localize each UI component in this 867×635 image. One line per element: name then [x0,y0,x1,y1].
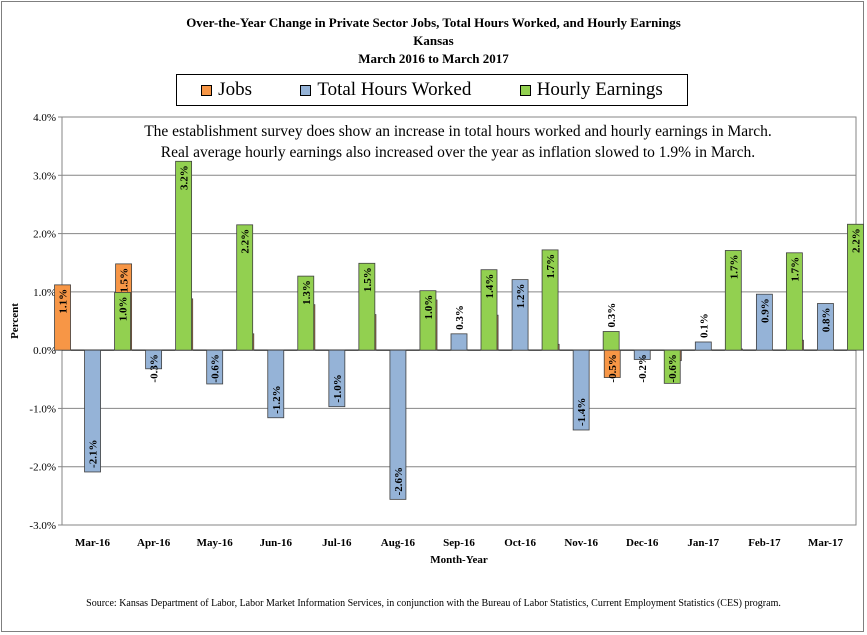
data-label: -0.6% [667,354,679,382]
bar-1-8 [572,349,590,431]
legend-swatch-earnings [519,84,531,96]
data-label: 1.5% [362,267,374,292]
bar-2-6 [480,269,498,351]
data-label: -2.6% [393,467,405,495]
chart-subtitle-period: March 2016 to March 2017 [358,51,509,66]
bar-2-11 [785,252,803,351]
bar-2-12 [847,223,864,351]
annotation-line-2: Real average hourly earnings also increa… [160,144,756,161]
data-label: -2.1% [88,440,100,468]
x-tick-label: Jan-17 [687,537,719,549]
data-label: 0.8% [820,308,832,333]
legend-label-jobs: Jobs [218,79,252,100]
bar-2-5 [419,290,437,351]
data-label: 1.1% [58,289,70,314]
bar-2-4 [358,262,376,351]
y-tick-label: 3.0% [33,170,56,182]
x-tick-label: Sep-16 [443,537,475,549]
y-tick-label: -3.0% [29,520,56,532]
bar-2-3 [297,275,315,351]
x-tick-label: May-16 [197,537,234,549]
data-label: -1.0% [332,374,344,402]
data-label: -1.4% [576,398,588,426]
y-tick-label: 1.0% [33,287,56,299]
data-label: 2.2% [850,228,862,253]
legend-swatch-jobs [201,84,213,96]
legend-swatch-hours [300,84,312,96]
x-tick-label: Jul-16 [322,537,352,549]
x-axis-title: Month-Year [430,554,488,566]
x-tick-label: Nov-16 [564,537,598,549]
chart-legend: Jobs Total Hours Worked Hourly Earnings [176,74,688,106]
data-label: 3.2% [179,165,191,190]
bar-1-9 [633,349,651,360]
y-tick-label: 0.0% [33,345,56,357]
data-label: -0.6% [210,354,222,382]
annotation-line-1: The establishment survey does show an in… [144,123,772,140]
x-tick-label: Apr-16 [137,537,171,549]
data-label: 1.0% [118,296,130,321]
bar-1-11 [755,293,773,351]
bar-1-2 [206,349,224,385]
bar-2-7 [541,249,559,351]
x-tick-label: Mar-16 [75,537,111,549]
data-label: 0.3% [606,303,618,328]
x-tick-label: Jun-16 [260,537,293,549]
legend-item-earnings: Hourly Earnings [519,79,663,101]
bar-1-3 [267,349,285,419]
bar-1-4 [328,349,346,408]
bar-1-12 [817,303,834,351]
data-label: -0.3% [149,354,161,382]
y-tick-label: 4.0% [33,112,56,124]
bar-2-9 [663,349,681,384]
data-label: 1.2% [515,284,527,309]
chart-annotation: The establishment survey does show an in… [62,121,854,163]
data-label: -0.2% [637,354,649,382]
data-label: 0.3% [454,305,466,330]
data-label: 1.7% [789,257,801,282]
bar-2-10 [724,250,742,351]
x-tick-label: Mar-17 [808,537,844,549]
bar-1-10 [694,341,712,351]
data-label: 1.4% [484,274,496,299]
source-note: Source: Kansas Department of Labor, Labo… [86,598,781,609]
bar-1-7 [511,279,529,351]
bar-2-2 [236,224,254,351]
y-tick-label: -1.0% [29,403,56,415]
data-label: 1.7% [728,254,740,279]
data-label: 2.2% [240,229,252,254]
bar-1-0 [84,349,101,473]
chart-subtitle-state: Kansas [413,33,454,48]
y-axis-title: Percent [9,303,21,339]
data-label: 0.9% [759,298,771,323]
x-tick-label: Dec-16 [626,537,659,549]
bar-2-8 [602,331,620,351]
legend-item-hours: Total Hours Worked [300,79,471,101]
data-label: 0.1% [698,313,710,338]
bar-1-6 [450,333,468,351]
legend-label-hours: Total Hours Worked [317,79,472,100]
x-tick-label: Oct-16 [504,537,536,549]
data-label: 1.3% [301,280,313,305]
data-label: 1.0% [423,295,435,320]
bar-1-5 [389,349,407,500]
x-tick-label: Aug-16 [381,537,416,549]
y-tick-label: -2.0% [29,462,56,474]
legend-item-jobs: Jobs [201,79,252,101]
data-label: 1.5% [119,268,131,293]
bar-2-0 [114,292,131,351]
data-label: 1.7% [545,254,557,279]
bar-0-0 [54,284,71,351]
chart-title: Over-the-Year Change in Private Sector J… [186,15,681,30]
bar-1-1 [145,349,163,370]
x-tick-label: Feb-17 [748,537,781,549]
data-label: -1.2% [271,385,283,413]
y-tick-label: 2.0% [33,229,56,241]
bar-2-1 [175,160,193,351]
legend-label-earnings: Hourly Earnings [536,79,663,100]
data-label: -0.5% [607,354,619,382]
